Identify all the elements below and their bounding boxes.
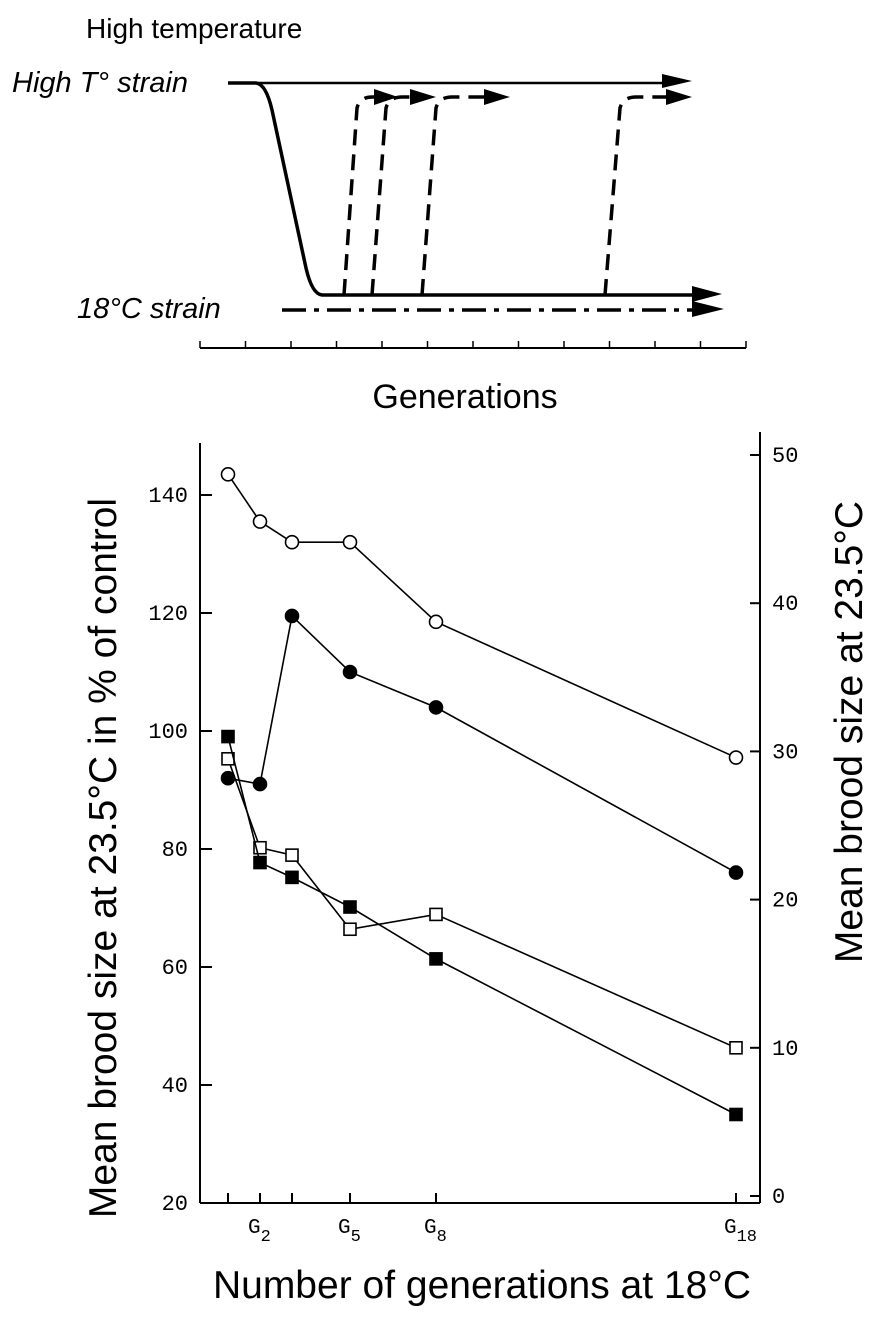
x-tick-subscript: 2 [261,1228,271,1247]
left-tick-label: 100 [148,720,188,745]
data-point [728,865,744,880]
right-tick-label: 20 [772,889,798,914]
left-axis-ticks: 20 40 60 80 100 120 140 [148,484,212,1217]
left-tick-label: 80 [162,838,188,863]
left-tick-label: 140 [148,484,188,509]
data-point [221,729,235,744]
series-line [227,473,737,759]
data-point [285,848,299,862]
series-open-circle [220,467,744,765]
series-line [227,736,737,1116]
recovery-arrowhead-4 [666,89,692,105]
recovery-curve-2 [370,95,412,296]
data-point [342,664,358,680]
left-tick-label: 60 [162,956,188,981]
recovery-curve-3 [420,95,486,296]
low-strain-label: 18°C strain [77,293,221,325]
recovery-arrowhead-1 [374,89,398,105]
y-axis-label-left: Mean brood size at 23.5°C in % of contro… [82,498,125,1218]
x-tick-subscript: 8 [437,1228,447,1247]
data-point [284,534,300,550]
x-tick-subscript: 18 [737,1228,757,1247]
generations-diagram: High temperature High T° strain 18°C str… [12,13,747,416]
data-point [220,467,236,482]
left-tick-label: 40 [162,1074,188,1099]
data-point [429,952,443,966]
data-point [284,608,300,624]
data-point [729,1107,743,1122]
data-point [252,776,268,792]
recovery-arrowhead-3 [484,89,510,105]
18c-strain-arrowhead [692,301,724,317]
series-layer [220,467,744,1122]
series-filled-square [221,729,743,1122]
series-filled-circle [220,608,744,880]
x-tick-label: G2 [248,1217,271,1247]
recovery-curve-4 [603,95,668,296]
diagram-xlabel: Generations [372,378,557,416]
high-strain-arrowhead [662,74,692,88]
chart-axes [199,432,761,1204]
generations-axis [199,341,747,349]
data-point [428,700,444,715]
left-tick-label: 20 [162,1192,188,1217]
right-tick-label: 0 [772,1185,785,1210]
data-point [343,922,357,937]
right-axis-ticks: 0 10 20 30 40 50 [750,444,798,1210]
y-axis-label-right: Mean brood size at 23.5°C [828,501,871,963]
right-tick-label: 30 [772,740,798,765]
right-tick-label: 10 [772,1037,798,1062]
x-axis-ticks: G2 G5 G8 G18 [227,1193,757,1247]
data-point [342,534,358,550]
x-tick-subscript: 5 [351,1228,361,1247]
x-tick-label: G5 [338,1217,361,1247]
right-tick-label: 40 [772,592,798,617]
high-strain-label: High T° strain [12,67,188,99]
data-point [253,855,267,870]
left-tick-label: 120 [148,602,188,627]
shift-to-18c-curve [228,81,700,297]
data-point [728,750,744,765]
data-point [343,900,357,914]
data-point [428,614,444,630]
right-tick-label: 50 [772,444,798,469]
data-point [285,870,299,885]
x-axis-label: Number of generations at 18°C [213,1264,751,1307]
data-point [429,907,443,922]
data-point [252,514,268,529]
series-line [227,758,737,1049]
x-tick-label: G8 [424,1217,447,1247]
data-point [729,1041,743,1055]
series-open-square [221,752,743,1055]
diagram-title: High temperature [86,13,302,44]
recovery-curve-1 [342,95,378,296]
x-tick-label: G18 [724,1217,757,1247]
series-line [227,614,737,874]
low-line-arrowhead [692,286,722,302]
recovery-arrowhead-2 [410,89,436,105]
